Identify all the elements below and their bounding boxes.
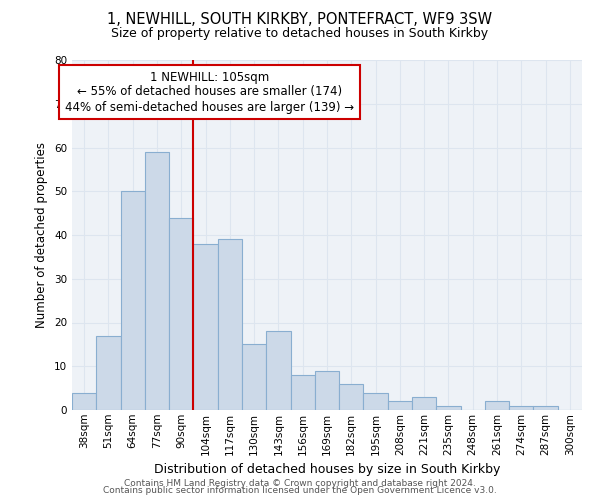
Bar (436, 406, 461, 410)
Bar (96, 336, 121, 410)
Bar (509, 406, 533, 410)
Bar (315, 370, 339, 410)
Bar (266, 331, 290, 410)
Bar (339, 384, 364, 410)
Text: 1 NEWHILL: 105sqm
← 55% of detached houses are smaller (174)
44% of semi-detache: 1 NEWHILL: 105sqm ← 55% of detached hous… (65, 70, 354, 114)
Bar (145, 152, 169, 410)
X-axis label: Distribution of detached houses by size in South Kirkby: Distribution of detached houses by size … (154, 463, 500, 476)
Bar (364, 392, 388, 410)
Text: Contains public sector information licensed under the Open Government Licence v3: Contains public sector information licen… (103, 486, 497, 495)
Bar (193, 244, 218, 410)
Text: Contains HM Land Registry data © Crown copyright and database right 2024.: Contains HM Land Registry data © Crown c… (124, 478, 476, 488)
Bar (218, 240, 242, 410)
Bar (72, 392, 96, 410)
Bar (388, 401, 412, 410)
Bar (412, 397, 436, 410)
Bar (533, 406, 558, 410)
Text: 1, NEWHILL, SOUTH KIRKBY, PONTEFRACT, WF9 3SW: 1, NEWHILL, SOUTH KIRKBY, PONTEFRACT, WF… (107, 12, 493, 28)
Bar (485, 401, 509, 410)
Bar (169, 218, 193, 410)
Y-axis label: Number of detached properties: Number of detached properties (35, 142, 49, 328)
Bar (242, 344, 266, 410)
Bar (290, 375, 315, 410)
Text: Size of property relative to detached houses in South Kirkby: Size of property relative to detached ho… (112, 28, 488, 40)
Bar (121, 191, 145, 410)
